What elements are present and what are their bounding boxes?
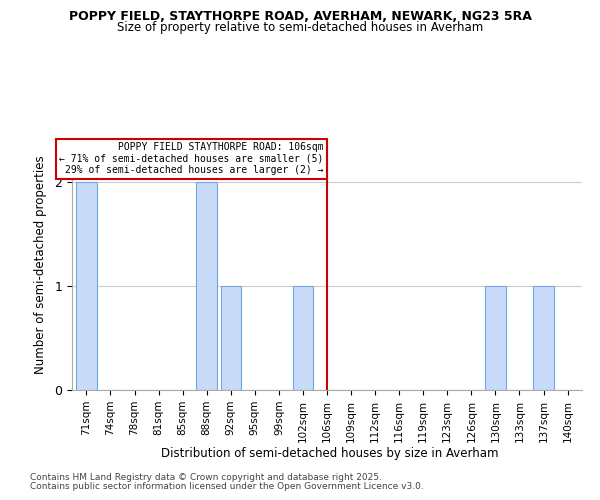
Text: POPPY FIELD STAYTHORPE ROAD: 106sqm
← 71% of semi-detached houses are smaller (5: POPPY FIELD STAYTHORPE ROAD: 106sqm ← 71… [59,142,323,176]
Bar [533,286,554,390]
Bar [196,182,217,390]
Bar [76,182,97,390]
Bar [293,286,313,390]
Text: Size of property relative to semi-detached houses in Averham: Size of property relative to semi-detach… [117,21,483,34]
Text: Contains HM Land Registry data © Crown copyright and database right 2025.: Contains HM Land Registry data © Crown c… [30,472,382,482]
Bar [485,286,506,390]
Text: Contains public sector information licensed under the Open Government Licence v3: Contains public sector information licen… [30,482,424,491]
Text: POPPY FIELD, STAYTHORPE ROAD, AVERHAM, NEWARK, NG23 5RA: POPPY FIELD, STAYTHORPE ROAD, AVERHAM, N… [68,10,532,23]
Text: Distribution of semi-detached houses by size in Averham: Distribution of semi-detached houses by … [161,448,499,460]
Bar [221,286,241,390]
Y-axis label: Number of semi-detached properties: Number of semi-detached properties [34,156,47,374]
